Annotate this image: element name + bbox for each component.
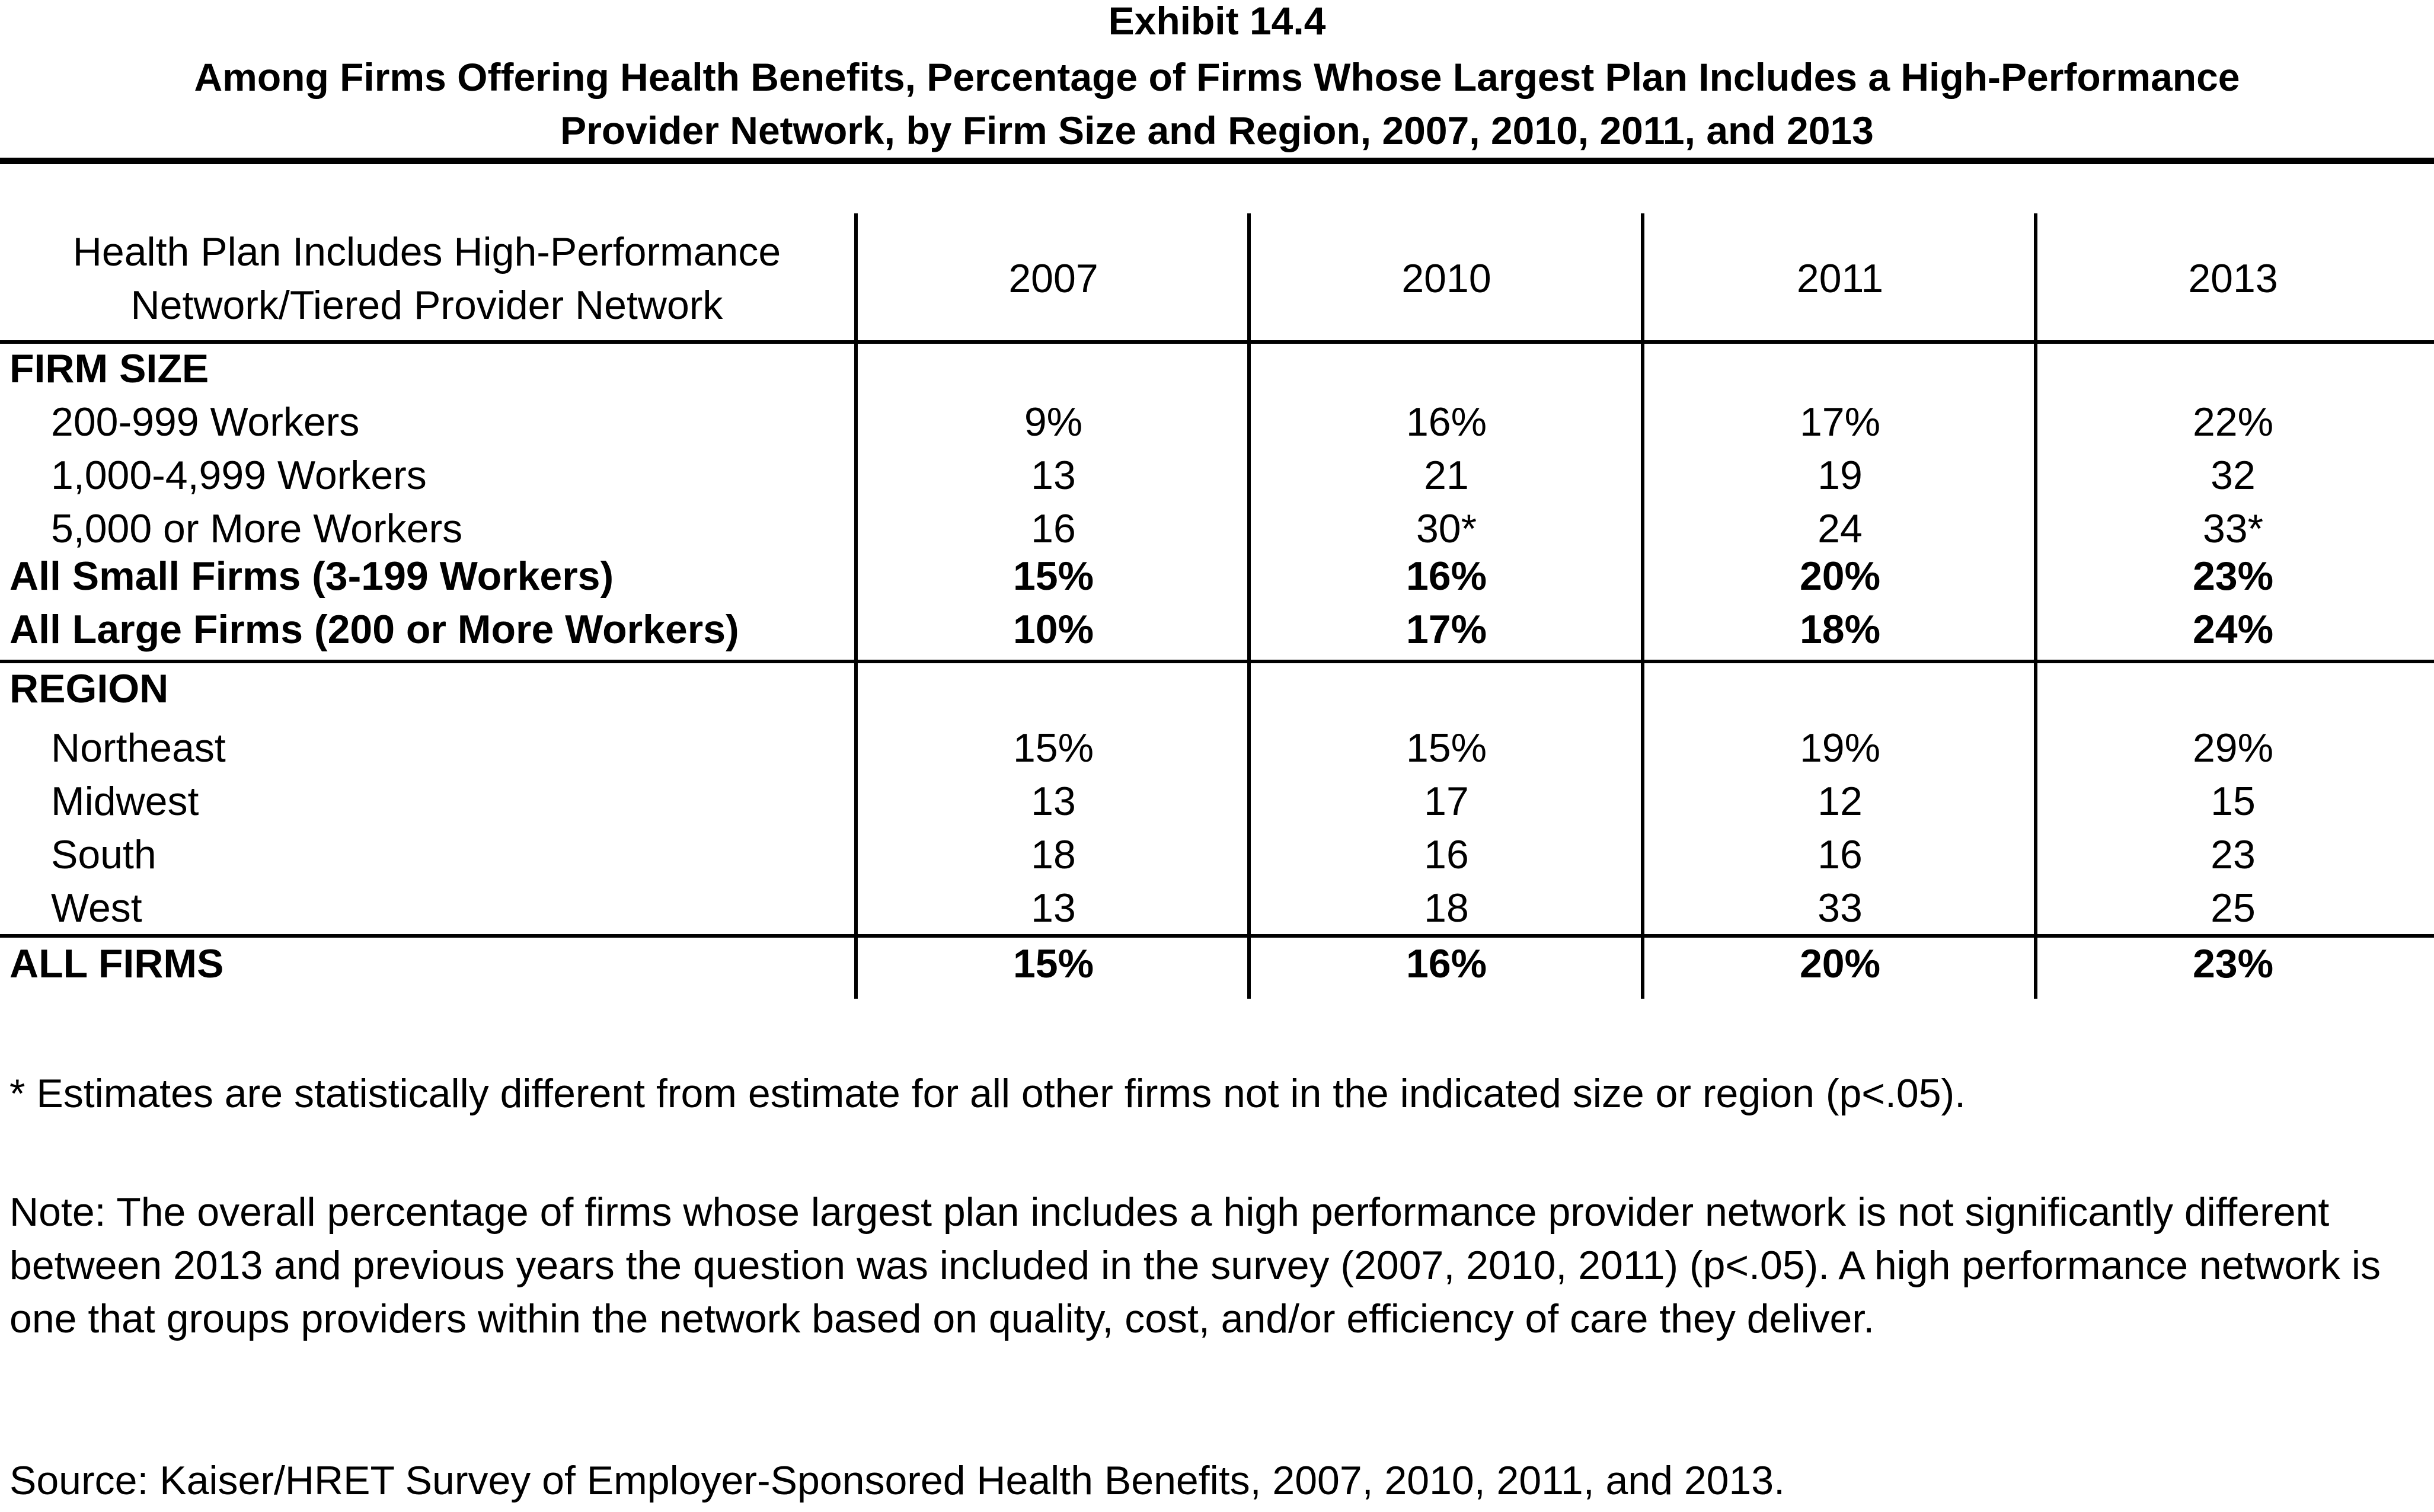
table-cell: 15% <box>1012 554 1094 599</box>
table-cell: 15% <box>1012 725 1094 771</box>
table-cell: 16% <box>1406 554 1487 599</box>
section-firm-size: FIRM SIZE <box>9 346 209 391</box>
footnote: * Estimates are statistically different … <box>9 1071 1966 1116</box>
table-cell: 16% <box>1406 399 1487 445</box>
row-header-label-line-2: Network/Tiered Provider Network <box>130 283 723 328</box>
table-cell: 17 <box>1424 779 1469 824</box>
table-cell: 19% <box>1799 725 1881 771</box>
row-label: 200-999 Workers <box>51 399 360 445</box>
table-cell: 19 <box>1817 453 1863 498</box>
table-cell: 20% <box>1799 941 1881 986</box>
column-header-2010: 2010 <box>1401 256 1491 301</box>
column-header-2013: 2013 <box>2188 256 2278 301</box>
table-cell: 15% <box>1012 941 1094 986</box>
title-rule <box>0 158 2434 164</box>
table-cell: 15 <box>2211 779 2256 824</box>
section-region: REGION <box>9 666 169 711</box>
row-header-label-line-1: Health Plan Includes High-Performance <box>72 229 781 274</box>
title-line-1: Among Firms Offering Health Benefits, Pe… <box>194 55 2240 99</box>
table-cell: 18 <box>1031 832 1076 877</box>
header-rule <box>0 340 2434 344</box>
table-cell: 17% <box>1406 607 1487 652</box>
table-cell: 29% <box>2192 725 2274 771</box>
table-cell: 16 <box>1424 832 1469 877</box>
table-cell: 13 <box>1031 886 1076 931</box>
table-cell: 32 <box>2211 453 2256 498</box>
table-cell: 23% <box>2192 941 2274 986</box>
column-header-2011: 2011 <box>1796 256 1884 301</box>
row-label: Northeast <box>51 725 226 771</box>
row-label: 5,000 or More Workers <box>51 506 463 551</box>
table-cell: 17% <box>1799 399 1881 445</box>
table-cell: 15% <box>1406 725 1487 771</box>
row-label: ALL FIRMS <box>9 941 224 986</box>
row-label: West <box>51 886 142 931</box>
col-divider-3 <box>1641 213 1644 999</box>
column-header-2007: 2007 <box>1008 256 1098 301</box>
row-label: All Small Firms (3-199 Workers) <box>9 554 614 599</box>
table-cell: 21 <box>1424 453 1469 498</box>
table-cell: 18 <box>1424 886 1469 931</box>
table-cell: 30* <box>1416 506 1477 551</box>
row-label: South <box>51 832 156 877</box>
table-cell: 24% <box>2192 607 2274 652</box>
table-cell: 13 <box>1031 779 1076 824</box>
note: Note: The overall percentage of firms wh… <box>9 1190 2381 1341</box>
table-cell: 23 <box>2211 832 2256 877</box>
col-divider-1 <box>854 213 858 999</box>
table-cell: 20% <box>1799 554 1881 599</box>
row-label: 1,000-4,999 Workers <box>51 453 427 498</box>
table-cell: 16 <box>1031 506 1076 551</box>
table-cell: 33 <box>1817 886 1863 931</box>
table-cell: 23% <box>2192 554 2274 599</box>
firm-size-rule <box>0 660 2434 663</box>
table-cell: 16 <box>1817 832 1863 877</box>
col-divider-2 <box>1247 213 1251 999</box>
table-cell: 24 <box>1817 506 1863 551</box>
title-line-2: Provider Network, by Firm Size and Regio… <box>560 108 1874 152</box>
table-cell: 10% <box>1012 607 1094 652</box>
row-label: Midwest <box>51 779 199 824</box>
source: Source: Kaiser/HRET Survey of Employer-S… <box>9 1458 1785 1503</box>
row-label: All Large Firms (200 or More Workers) <box>9 607 739 652</box>
col-divider-4 <box>2034 213 2037 999</box>
table-cell: 13 <box>1031 453 1076 498</box>
table-cell: 18% <box>1799 607 1881 652</box>
table-cell: 22% <box>2192 399 2274 445</box>
exhibit-label: Exhibit 14.4 <box>1108 0 1326 43</box>
table-cell: 25 <box>2211 886 2256 931</box>
table-cell: 16% <box>1406 941 1487 986</box>
region-rule <box>0 934 2434 938</box>
table-cell: 12 <box>1817 779 1863 824</box>
table-cell: 33* <box>2202 506 2264 551</box>
table-cell: 9% <box>1024 399 1083 445</box>
